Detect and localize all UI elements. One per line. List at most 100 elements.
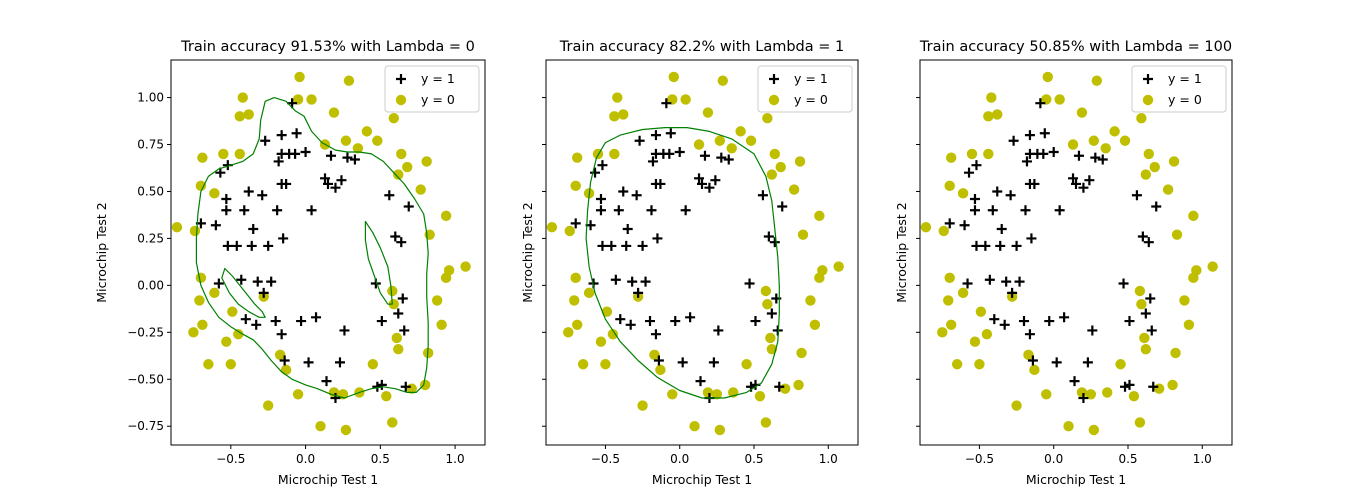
legend-label-y0: y = 0	[794, 92, 828, 107]
point-y0	[760, 417, 772, 428]
point-y1	[633, 287, 644, 298]
point-y1	[650, 130, 661, 141]
point-y0	[388, 113, 399, 124]
point-y1	[287, 98, 298, 109]
point-y1	[627, 276, 638, 287]
point-y1	[964, 167, 975, 178]
point-y0	[667, 389, 678, 400]
point-y0	[1183, 319, 1195, 331]
point-y0	[1149, 161, 1160, 173]
point-y1	[306, 205, 317, 216]
point-y0	[689, 421, 700, 432]
point-y0	[668, 71, 679, 83]
y-tick-label: 1.00	[137, 91, 164, 105]
point-y1	[390, 231, 401, 242]
point-y1	[215, 167, 226, 178]
point-y1	[618, 186, 629, 197]
decision-boundary	[195, 97, 429, 399]
point-y0	[577, 359, 589, 370]
point-y1	[260, 135, 271, 146]
point-y0	[440, 272, 452, 284]
point-y0	[328, 107, 340, 118]
axes-frame	[545, 59, 859, 446]
point-y0	[983, 148, 994, 160]
point-y0	[769, 148, 780, 160]
point-y0	[957, 188, 969, 199]
point-y0	[352, 143, 364, 154]
point-y0	[292, 94, 304, 105]
point-y0	[393, 169, 404, 180]
point-y0	[572, 152, 583, 163]
point-y0	[1139, 332, 1150, 344]
point-y0	[1091, 75, 1103, 86]
point-y1	[1029, 178, 1040, 189]
point-y1	[971, 160, 982, 171]
point-y1	[1084, 175, 1095, 186]
x-tick-label: 0.5	[1118, 452, 1137, 466]
point-y1	[276, 329, 287, 340]
point-y0	[920, 221, 932, 233]
point-y0	[745, 135, 757, 146]
point-y0	[1041, 389, 1052, 400]
point-y1	[323, 178, 333, 189]
point-y1	[590, 167, 601, 178]
point-y0	[197, 319, 208, 331]
point-y0	[1136, 298, 1147, 310]
point-y1	[1059, 312, 1070, 323]
point-y0	[809, 319, 821, 331]
point-y0	[1088, 424, 1100, 436]
point-y0	[1041, 94, 1052, 105]
chart-title: Train accuracy 82.2% with Lambda = 1	[559, 39, 844, 55]
point-y1	[1140, 308, 1151, 319]
point-y1	[1151, 201, 1162, 212]
point-y1	[677, 357, 688, 368]
point-y1	[1021, 156, 1032, 167]
point-y1	[1069, 376, 1080, 387]
point-y0	[711, 389, 723, 400]
point-y1	[704, 182, 715, 193]
x-tick-label: 0.5	[744, 452, 763, 466]
point-y1	[685, 312, 696, 323]
legend-box	[757, 65, 853, 113]
point-y1	[296, 316, 307, 327]
point-y0	[1188, 272, 1199, 284]
point-y0	[986, 92, 997, 103]
point-y1	[1082, 357, 1093, 368]
point-y0	[735, 126, 746, 137]
y-tick-label: 0.50	[137, 184, 164, 198]
point-y1	[400, 381, 411, 392]
point-y1	[995, 240, 1006, 251]
point-y0	[1023, 349, 1034, 361]
point-y0	[788, 184, 800, 195]
point-y0	[388, 298, 399, 310]
point-y0	[946, 319, 957, 331]
point-y0	[221, 336, 232, 347]
point-y0	[419, 379, 431, 391]
point-y1	[757, 190, 768, 201]
x-axis-label: Microchip Test 1	[1026, 472, 1126, 487]
point-y1	[699, 150, 710, 161]
chart-panel-2: Train accuracy 82.2% with Lambda = 1 −0.5…	[520, 39, 859, 487]
point-y0	[1054, 94, 1065, 105]
point-y1	[222, 240, 233, 251]
point-y1	[276, 148, 287, 159]
point-y0	[609, 148, 620, 160]
point-y0	[1085, 389, 1097, 400]
point-y0	[760, 285, 772, 297]
point-y0	[974, 359, 985, 370]
point-y0	[717, 75, 728, 86]
point-y0	[195, 272, 207, 284]
point-y0	[726, 143, 737, 154]
point-y0	[805, 295, 816, 306]
legend: y = 1 y = 0	[1131, 65, 1227, 113]
point-y1	[257, 190, 268, 201]
point-y0	[655, 364, 666, 376]
point-y1	[311, 312, 322, 323]
point-y0	[1170, 347, 1181, 359]
point-y1	[1068, 173, 1079, 184]
point-y0	[637, 400, 648, 411]
point-y1	[1005, 190, 1016, 201]
point-y0	[702, 387, 714, 398]
point-y0	[563, 327, 574, 338]
point-y1	[750, 316, 761, 327]
